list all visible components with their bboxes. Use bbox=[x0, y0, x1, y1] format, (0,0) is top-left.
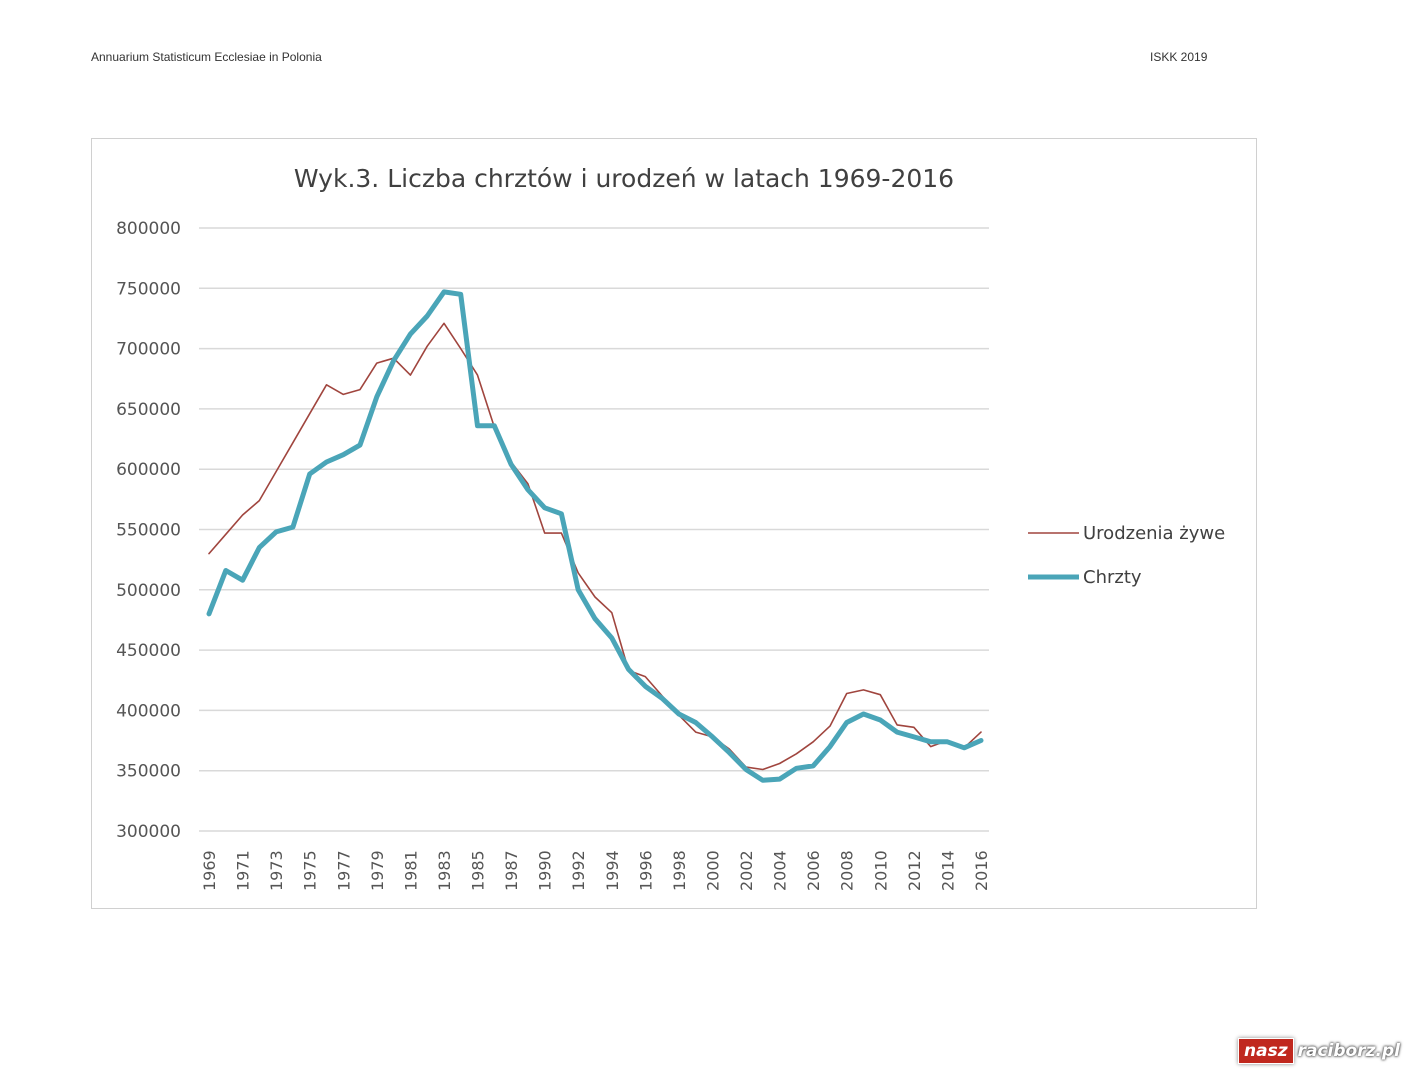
x-tick-label: 1975 bbox=[301, 850, 320, 891]
x-tick-label: 1987 bbox=[502, 850, 521, 891]
series-line-urodzenia bbox=[208, 322, 982, 771]
x-tick-label: 1979 bbox=[368, 850, 387, 891]
y-tick-label: 300000 bbox=[116, 822, 181, 842]
chart-frame: Wyk.3. Liczba chrztów i urodzeń w latach… bbox=[91, 138, 1257, 909]
y-tick-label: 550000 bbox=[116, 521, 181, 541]
y-tick-label: 350000 bbox=[116, 762, 181, 782]
x-tick-label: 1969 bbox=[200, 850, 219, 891]
x-tick-label: 1981 bbox=[401, 850, 420, 891]
line-chart: Wyk.3. Liczba chrztów i urodzeń w latach… bbox=[116, 164, 1225, 891]
x-tick-label: 2012 bbox=[905, 850, 924, 891]
y-tick-label: 500000 bbox=[116, 581, 181, 601]
legend-label: Urodzenia żywe bbox=[1083, 523, 1225, 544]
x-tick-label: 1998 bbox=[670, 850, 689, 891]
series-line-chrzty bbox=[206, 289, 984, 783]
y-tick-label: 600000 bbox=[116, 460, 181, 480]
y-tick-label: 700000 bbox=[116, 340, 181, 360]
x-tick-label: 1977 bbox=[334, 850, 353, 891]
x-tick-label: 2014 bbox=[938, 850, 957, 891]
header-publication: Annuarium Statisticum Ecclesiae in Polon… bbox=[91, 50, 322, 64]
x-tick-label: 2008 bbox=[838, 850, 857, 891]
x-tick-label: 2006 bbox=[804, 850, 823, 891]
logo-part1: nasz bbox=[1238, 1038, 1294, 1064]
y-tick-label: 400000 bbox=[116, 701, 181, 721]
x-tick-label: 2010 bbox=[871, 850, 890, 891]
y-tick-label: 450000 bbox=[116, 641, 181, 661]
chart-title: Wyk.3. Liczba chrztów i urodzeń w latach… bbox=[294, 164, 954, 193]
x-tick-label: 1973 bbox=[267, 850, 286, 891]
y-tick-label: 800000 bbox=[116, 219, 181, 239]
x-tick-label: 1971 bbox=[234, 850, 253, 891]
x-tick-label: 1996 bbox=[636, 850, 655, 891]
x-tick-label: 1990 bbox=[536, 850, 555, 891]
x-tick-label: 2002 bbox=[737, 850, 756, 891]
site-logo: nasz raciborz.pl bbox=[1238, 1038, 1404, 1064]
x-tick-label: 2016 bbox=[972, 850, 991, 891]
x-tick-label: 1983 bbox=[435, 850, 454, 891]
x-tick-label: 1992 bbox=[569, 850, 588, 891]
x-tick-label: 2004 bbox=[771, 850, 790, 891]
header-year: ISKK 2019 bbox=[1150, 50, 1208, 64]
x-tick-label: 1985 bbox=[469, 850, 488, 891]
y-tick-label: 750000 bbox=[116, 279, 181, 299]
y-tick-label: 650000 bbox=[116, 400, 181, 420]
legend-label: Chrzty bbox=[1083, 567, 1142, 588]
x-tick-label: 1994 bbox=[603, 850, 622, 891]
x-tick-label: 2000 bbox=[703, 850, 722, 891]
logo-part2: raciborz.pl bbox=[1297, 1041, 1400, 1061]
